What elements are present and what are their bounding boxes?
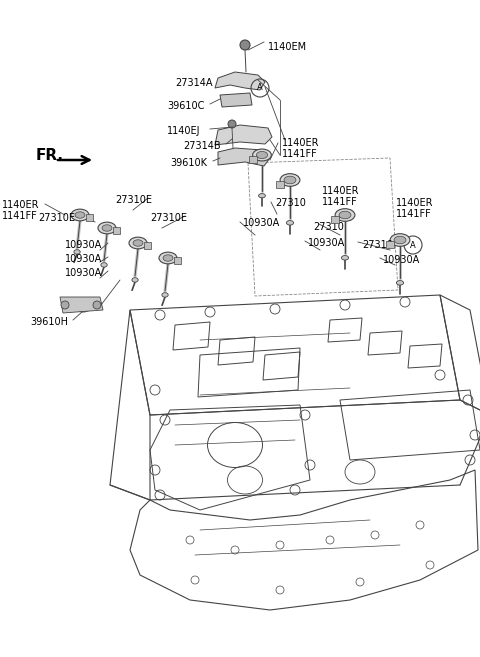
- Ellipse shape: [341, 256, 348, 260]
- Ellipse shape: [284, 176, 296, 184]
- Polygon shape: [215, 125, 272, 145]
- Ellipse shape: [163, 255, 173, 261]
- Text: 27310E: 27310E: [150, 213, 187, 223]
- Text: 1140EM: 1140EM: [268, 42, 307, 52]
- Polygon shape: [144, 242, 151, 250]
- Text: 27314B: 27314B: [183, 141, 221, 151]
- Circle shape: [61, 301, 69, 309]
- Polygon shape: [276, 181, 284, 188]
- Ellipse shape: [74, 298, 92, 312]
- Text: A: A: [410, 240, 416, 250]
- Ellipse shape: [394, 237, 406, 244]
- Ellipse shape: [252, 149, 271, 161]
- Ellipse shape: [280, 173, 300, 187]
- Ellipse shape: [256, 151, 268, 158]
- Text: 10930A: 10930A: [308, 238, 345, 248]
- Ellipse shape: [159, 252, 177, 264]
- Circle shape: [228, 120, 236, 128]
- Text: 1140ER: 1140ER: [2, 200, 39, 210]
- Ellipse shape: [335, 209, 355, 221]
- Text: 10930A: 10930A: [65, 254, 102, 264]
- Polygon shape: [215, 72, 265, 90]
- Text: 27310: 27310: [362, 240, 393, 250]
- Text: 1141FF: 1141FF: [322, 197, 358, 207]
- Polygon shape: [249, 156, 256, 162]
- Text: A: A: [257, 83, 263, 93]
- Circle shape: [93, 301, 101, 309]
- Text: 1140ER: 1140ER: [396, 198, 433, 208]
- Polygon shape: [86, 214, 93, 221]
- Polygon shape: [218, 148, 270, 166]
- Ellipse shape: [396, 281, 404, 285]
- Text: 10930A: 10930A: [65, 268, 102, 278]
- Polygon shape: [220, 93, 252, 107]
- Ellipse shape: [71, 209, 89, 221]
- Ellipse shape: [162, 292, 168, 297]
- Text: 27310E: 27310E: [38, 213, 75, 223]
- Text: 39610H: 39610H: [30, 317, 68, 327]
- Ellipse shape: [98, 222, 116, 234]
- Ellipse shape: [74, 250, 80, 254]
- Polygon shape: [331, 215, 339, 223]
- Text: 39610K: 39610K: [170, 158, 207, 168]
- Text: 10930A: 10930A: [243, 218, 280, 228]
- Text: 27310: 27310: [313, 222, 344, 232]
- Text: FR.: FR.: [36, 148, 64, 163]
- Ellipse shape: [102, 225, 112, 231]
- Polygon shape: [113, 227, 120, 235]
- Text: 10930A: 10930A: [65, 240, 102, 250]
- Text: 10930A: 10930A: [383, 255, 420, 265]
- Text: 27310E: 27310E: [115, 195, 152, 205]
- Circle shape: [240, 40, 250, 50]
- Text: 1140EJ: 1140EJ: [167, 126, 201, 136]
- Polygon shape: [174, 258, 181, 264]
- Polygon shape: [60, 297, 103, 313]
- Ellipse shape: [101, 263, 107, 267]
- Ellipse shape: [133, 240, 143, 246]
- Text: 39610C: 39610C: [167, 101, 204, 111]
- Ellipse shape: [132, 278, 138, 282]
- Text: 1141FF: 1141FF: [396, 209, 432, 219]
- Text: 27310: 27310: [275, 198, 306, 208]
- Text: 1141FF: 1141FF: [282, 149, 318, 159]
- Ellipse shape: [339, 211, 351, 219]
- Text: 1140ER: 1140ER: [282, 138, 320, 148]
- Text: 27314A: 27314A: [175, 78, 213, 88]
- Text: 1141FF: 1141FF: [2, 211, 38, 221]
- Ellipse shape: [287, 221, 294, 225]
- Polygon shape: [386, 240, 394, 248]
- Ellipse shape: [129, 237, 147, 249]
- Text: 1140ER: 1140ER: [322, 186, 360, 196]
- Ellipse shape: [75, 212, 85, 218]
- Ellipse shape: [390, 234, 410, 246]
- Ellipse shape: [259, 194, 265, 198]
